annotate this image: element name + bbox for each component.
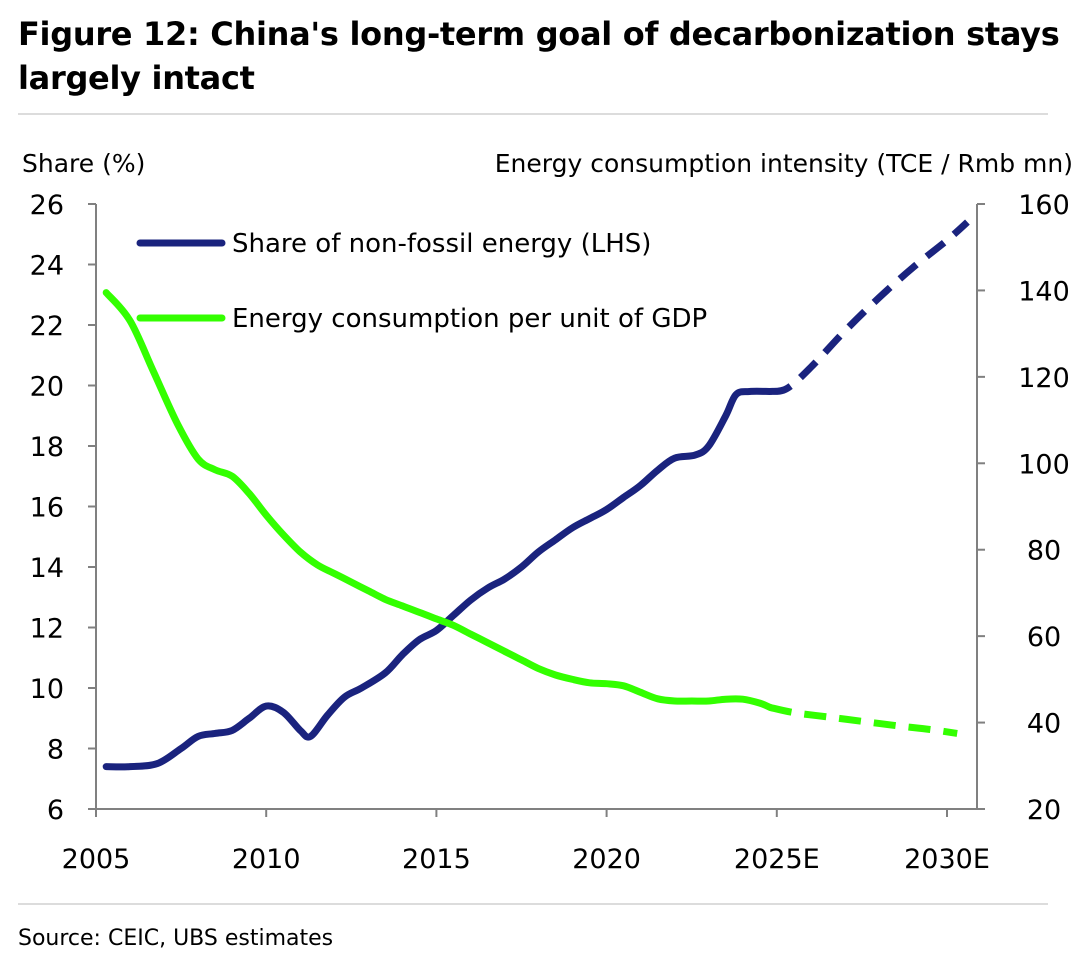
series-line-intensity-forecast bbox=[769, 703, 958, 737]
series-line-intensity-actual bbox=[102, 289, 774, 711]
x-axis-ticks: 2005 2010 2015 2020 2025E 2030E bbox=[62, 809, 990, 875]
left-tick-label: 22 bbox=[30, 311, 64, 342]
left-axis-ticks: 6 8 10 12 14 16 18 20 22 24 26 bbox=[30, 190, 96, 826]
right-tick-label: 140 bbox=[1018, 276, 1070, 307]
line-chart: Share (%) Energy consumption intensity (… bbox=[22, 149, 1073, 875]
left-tick-label: 6 bbox=[47, 795, 64, 826]
right-tick-label: 40 bbox=[1027, 709, 1061, 740]
x-tick-label: 2020 bbox=[572, 844, 641, 875]
legend-label-share: Share of non-fossil energy (LHS) bbox=[232, 229, 651, 259]
source-divider bbox=[18, 903, 1048, 905]
x-tick-label: 2015 bbox=[402, 844, 471, 875]
source-note: Source: CEIC, UBS estimates bbox=[18, 926, 334, 951]
right-tick-label: 120 bbox=[1018, 363, 1070, 394]
left-tick-label: 8 bbox=[47, 735, 64, 766]
left-tick-label: 12 bbox=[30, 614, 64, 645]
right-tick-label: 100 bbox=[1018, 449, 1070, 480]
left-tick-label: 18 bbox=[30, 432, 64, 463]
left-axis-label: Share (%) bbox=[22, 149, 145, 178]
legend-label-intensity: Energy consumption per unit of GDP bbox=[232, 304, 707, 334]
right-axis-ticks: 20 40 60 80 100 120 140 160 bbox=[977, 190, 1070, 826]
chart-title: Figure 12: China's long-term goal of dec… bbox=[18, 15, 1060, 97]
left-tick-label: 26 bbox=[30, 190, 64, 221]
title-divider bbox=[18, 113, 1048, 115]
series-line-share-actual bbox=[102, 387, 774, 771]
x-tick-label: 2010 bbox=[232, 844, 301, 875]
series-lines bbox=[102, 219, 970, 771]
left-tick-label: 24 bbox=[30, 251, 64, 282]
left-tick-label: 10 bbox=[30, 674, 64, 705]
right-axis-label: Energy consumption intensity (TCE / Rmb … bbox=[495, 149, 1073, 178]
x-tick-label: 2025E bbox=[734, 844, 820, 875]
right-tick-label: 60 bbox=[1027, 622, 1061, 653]
right-tick-label: 160 bbox=[1018, 190, 1070, 221]
x-tick-label: 2030E bbox=[904, 844, 990, 875]
right-tick-label: 80 bbox=[1027, 536, 1061, 567]
x-tick-label: 2005 bbox=[62, 844, 131, 875]
left-tick-label: 16 bbox=[30, 493, 64, 524]
legend: Share of non-fossil energy (LHS) Energy … bbox=[136, 229, 707, 334]
right-tick-label: 20 bbox=[1027, 795, 1061, 826]
left-tick-label: 20 bbox=[30, 372, 64, 403]
left-tick-label: 14 bbox=[30, 553, 64, 584]
series-line-share-forecast bbox=[769, 219, 970, 395]
